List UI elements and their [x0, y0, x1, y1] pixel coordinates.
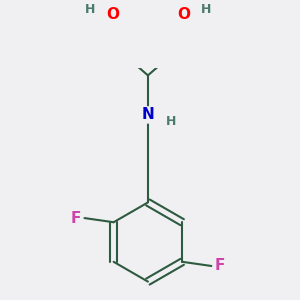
Text: H: H	[84, 3, 95, 16]
Text: F: F	[71, 211, 81, 226]
Text: H: H	[201, 3, 211, 16]
Text: H: H	[166, 115, 176, 128]
Text: N: N	[142, 107, 154, 122]
Text: O: O	[106, 8, 119, 22]
Text: F: F	[214, 259, 225, 274]
Text: O: O	[177, 8, 190, 22]
